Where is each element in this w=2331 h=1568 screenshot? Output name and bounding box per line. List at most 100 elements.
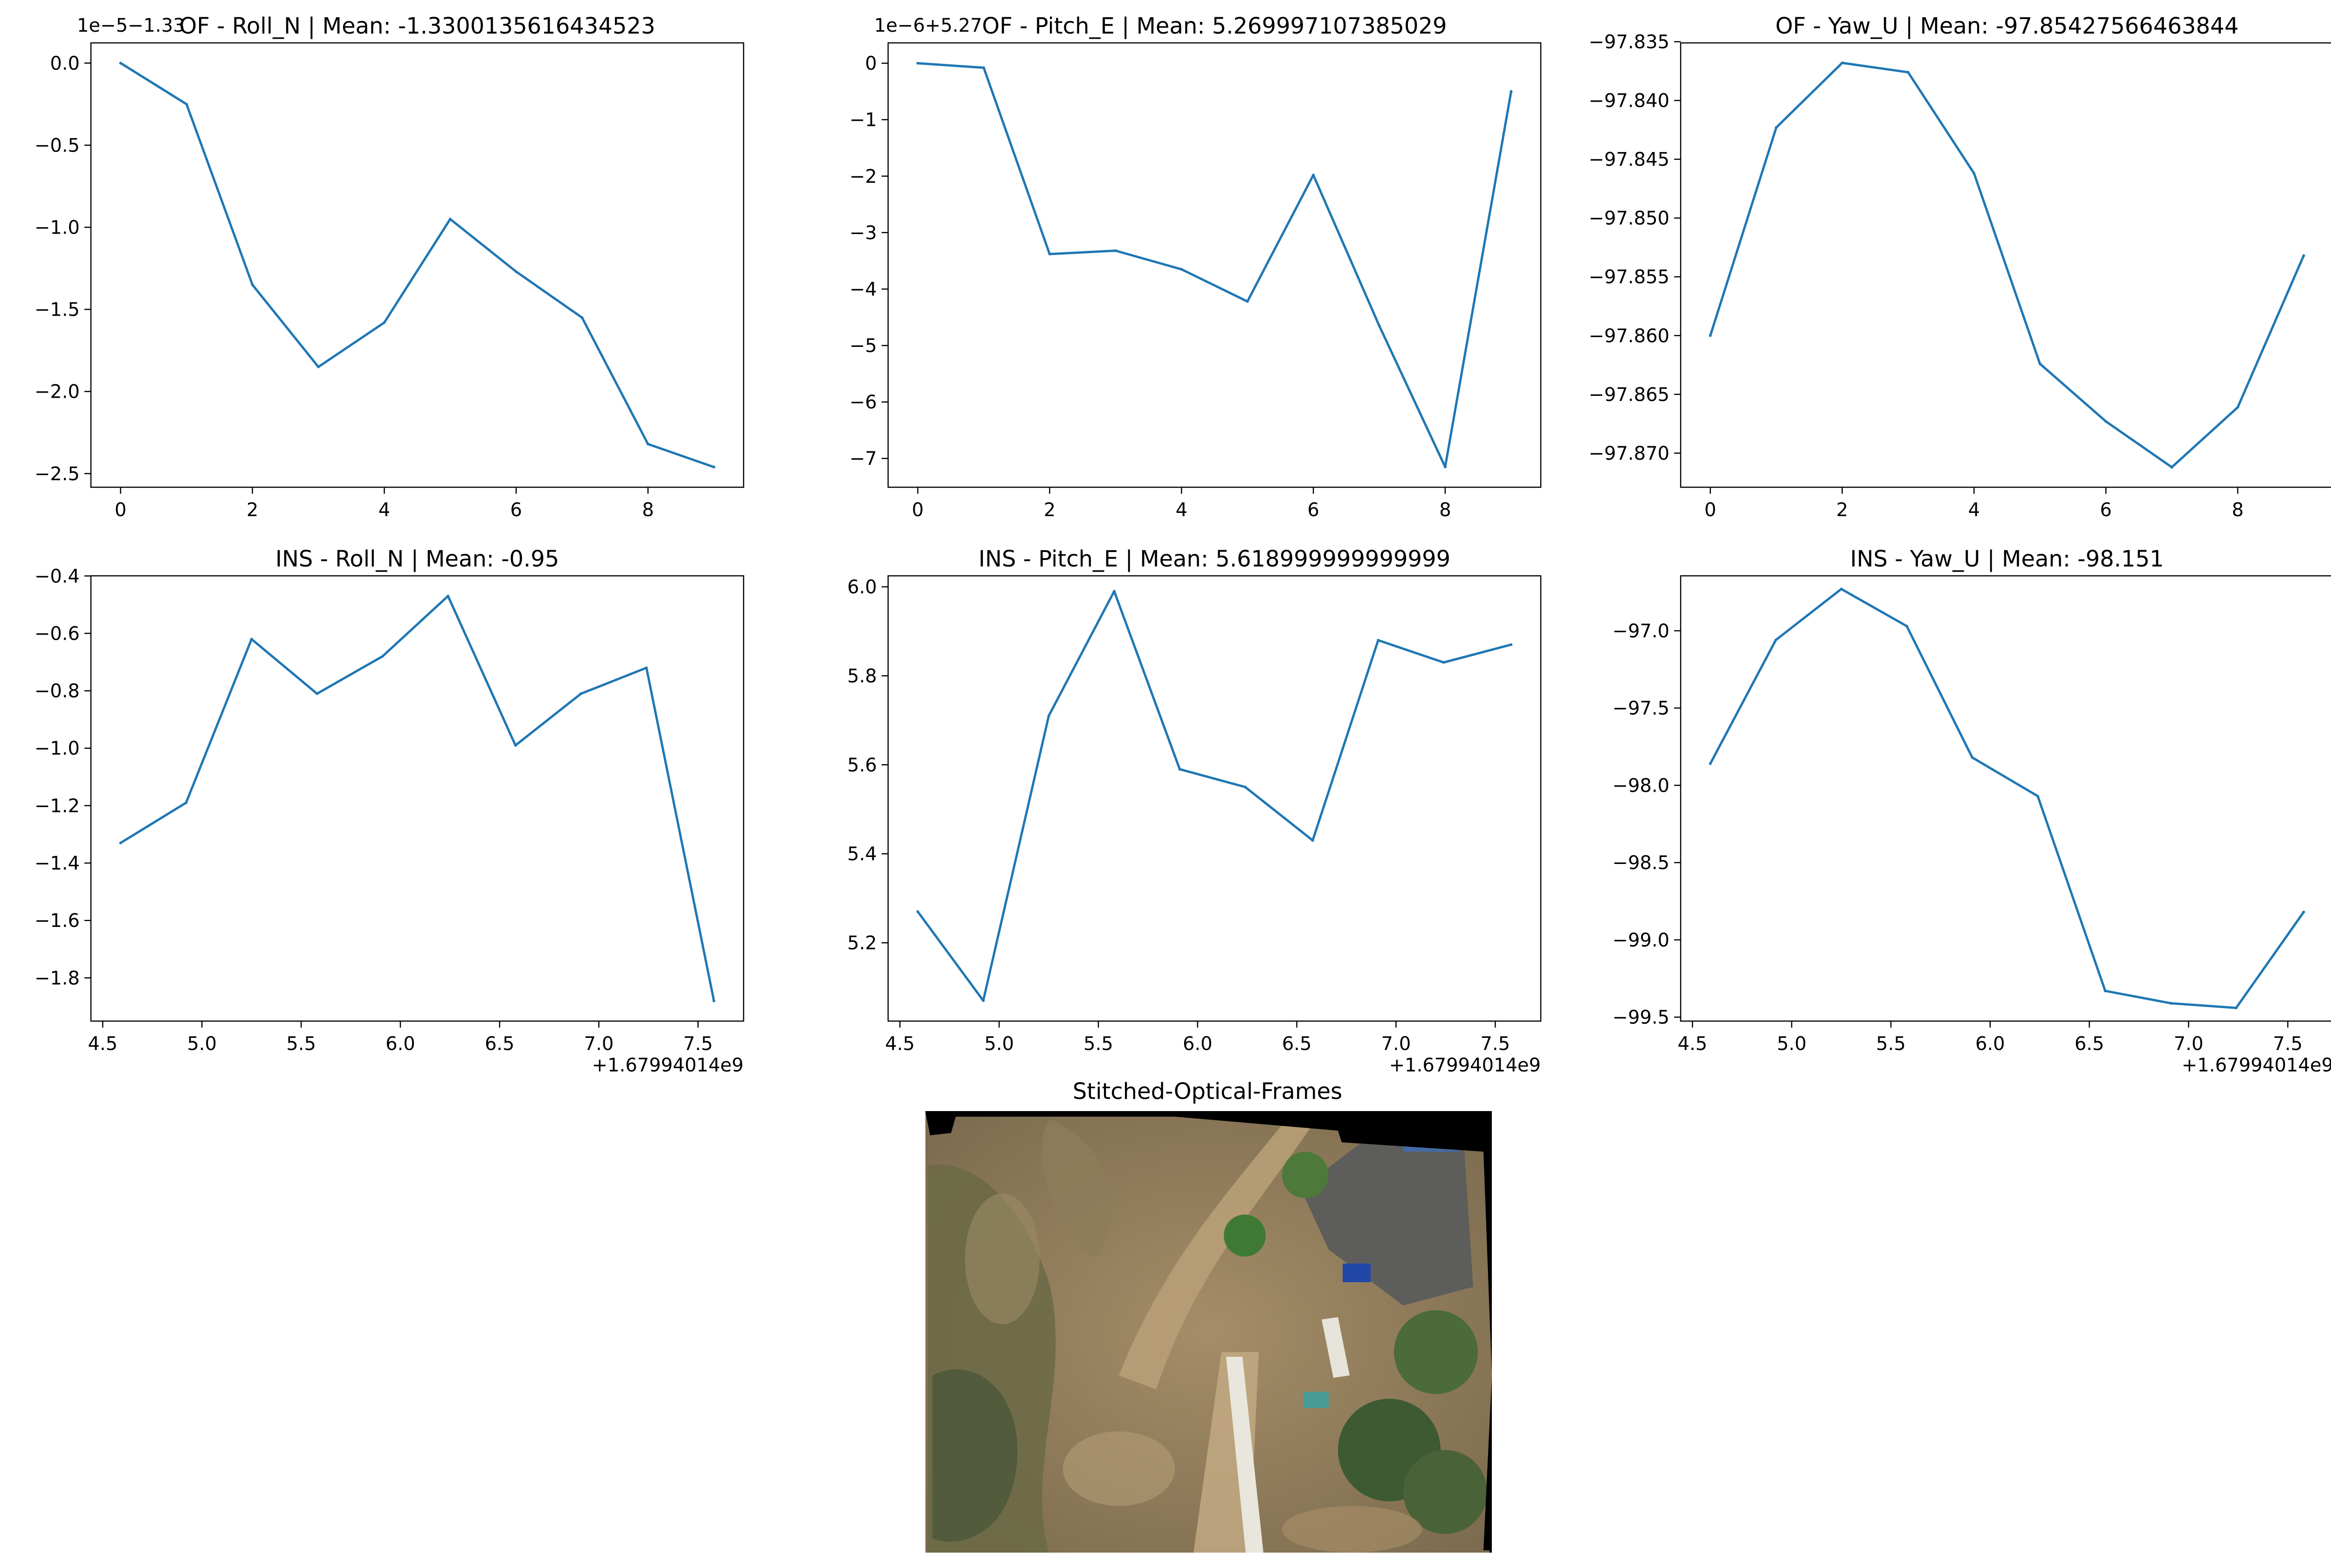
data-point (712, 465, 716, 469)
data-point (1180, 268, 1183, 271)
data-point (1510, 643, 1513, 646)
subplot-title: INS - Roll_N | Mean: -0.95 (276, 546, 559, 572)
data-point (514, 744, 517, 747)
axes-frame (1680, 575, 2331, 1022)
data-point (185, 103, 188, 106)
data-point (316, 692, 319, 695)
x-tick-label: 5.0 (1777, 1033, 1807, 1055)
y-tick-label: −98.5 (1612, 852, 1669, 874)
axes-frame (90, 575, 745, 1022)
subplot-title: OF - Pitch_E | Mean: 5.269997107385029 (982, 13, 1447, 39)
y-tick-label: −1.0 (34, 217, 80, 238)
data-point (645, 666, 648, 670)
data-point (1972, 172, 1976, 175)
y-tick-label: −1.5 (34, 299, 80, 321)
y-tick-label: 5.8 (847, 665, 877, 687)
data-point (251, 283, 254, 286)
data-point (119, 841, 122, 844)
data-point (1114, 249, 1117, 252)
data-point (2038, 362, 2041, 366)
x-tick-label: 5.5 (1876, 1033, 1906, 1055)
data-point (1774, 638, 1778, 642)
data-point (1510, 90, 1513, 93)
x-tick-label: 7.5 (1480, 1033, 1510, 1055)
y-tick-label: −0.4 (34, 566, 80, 587)
subplot-title: INS - Pitch_E | Mean: 5.618999999999999 (979, 546, 1450, 572)
data-point (1246, 300, 1249, 303)
data-point (1243, 786, 1247, 789)
x-tick-label: 0 (912, 499, 924, 521)
x-tick-label: 6 (2100, 499, 2111, 521)
y-tick-label: −97.840 (1589, 90, 1669, 112)
data-point (646, 442, 649, 446)
x-tick-label: 6.5 (485, 1033, 515, 1055)
data-point (1312, 173, 1315, 177)
y-tick-label: 6.0 (847, 577, 877, 598)
subplot-title: INS - Yaw_U | Mean: -98.151 (1850, 546, 2164, 572)
data-point (2236, 406, 2239, 409)
data-point (2302, 254, 2305, 257)
x-offset-text: +1.67994014e9 (592, 1055, 744, 1076)
y-tick-label: −0.6 (34, 623, 80, 644)
x-tick-label: 2 (247, 499, 258, 521)
x-tick-label: 4 (379, 499, 390, 521)
y-tick-label: −99.0 (1612, 930, 1669, 951)
x-tick-label: 6.0 (1183, 1033, 1213, 1055)
y-tick-label: 5.4 (847, 843, 877, 865)
x-tick-label: 8 (1439, 499, 1451, 521)
x-tick-label: 7.0 (584, 1033, 614, 1055)
data-point (381, 655, 384, 658)
x-tick-label: 4.5 (1678, 1033, 1708, 1055)
x-tick-label: 6.0 (386, 1033, 415, 1055)
data-point (2234, 1006, 2238, 1009)
x-tick-label: 6.5 (2075, 1033, 2104, 1055)
data-point (448, 217, 452, 221)
y-tick-label: −1.4 (34, 853, 80, 874)
data-point (1905, 624, 1909, 628)
x-tick-label: 7.0 (2174, 1033, 2204, 1055)
x-tick-label: 7.5 (683, 1033, 713, 1055)
mosaic-image (925, 1112, 1492, 1553)
subplot-title: OF - Yaw_U | Mean: -97.85427566463844 (1775, 13, 2239, 39)
stitched-image-panel: Stitched-Optical-Frames (925, 1078, 1492, 1553)
data-point (1775, 126, 1778, 129)
y-tick-label: −97.845 (1589, 149, 1669, 171)
x-tick-label: 6 (510, 499, 522, 521)
x-tick-label: 5.0 (187, 1033, 217, 1055)
y-tick-label: −6 (849, 392, 877, 413)
y-offset-text: 1e−5−1.33 (77, 15, 185, 36)
y-tick-label: 0 (865, 53, 877, 75)
y-tick-label: −97.5 (1612, 698, 1669, 719)
data-point (119, 62, 122, 65)
subplot-4: INS - Pitch_E | Mean: 5.618999999999999 4… (847, 546, 1542, 1076)
x-tick-label: 6 (1307, 499, 1319, 521)
data-point (1841, 61, 1844, 64)
data-point (515, 270, 518, 273)
y-offset-text: 1e−6+5.27 (874, 15, 982, 36)
data-point (1906, 71, 1910, 74)
y-tick-label: −2 (849, 166, 877, 187)
y-tick-label: −97.835 (1589, 31, 1669, 53)
data-point (446, 594, 449, 598)
y-tick-label: −2.0 (34, 381, 80, 403)
series-line (917, 590, 1512, 1002)
series-line (1709, 62, 2305, 469)
x-tick-label: 5.0 (984, 1033, 1014, 1055)
data-point (1709, 762, 1712, 765)
y-tick-label: 5.6 (847, 754, 877, 776)
y-tick-label: 5.2 (847, 933, 877, 954)
data-point (1113, 590, 1116, 593)
data-point (250, 637, 253, 641)
y-tick-label: 0.0 (50, 53, 80, 74)
y-tick-label: −98.0 (1612, 775, 1669, 796)
data-point (2169, 1002, 2172, 1005)
data-point (1709, 334, 1712, 337)
data-point (2104, 420, 2108, 423)
x-tick-label: 6.0 (1975, 1033, 2005, 1055)
y-tick-label: −0.8 (34, 681, 80, 702)
y-tick-label: −1 (849, 110, 877, 131)
y-tick-label: −1.2 (34, 795, 80, 817)
data-point (1178, 767, 1181, 771)
y-tick-label: −0.5 (34, 135, 80, 156)
x-tick-label: 4 (1968, 499, 1980, 521)
